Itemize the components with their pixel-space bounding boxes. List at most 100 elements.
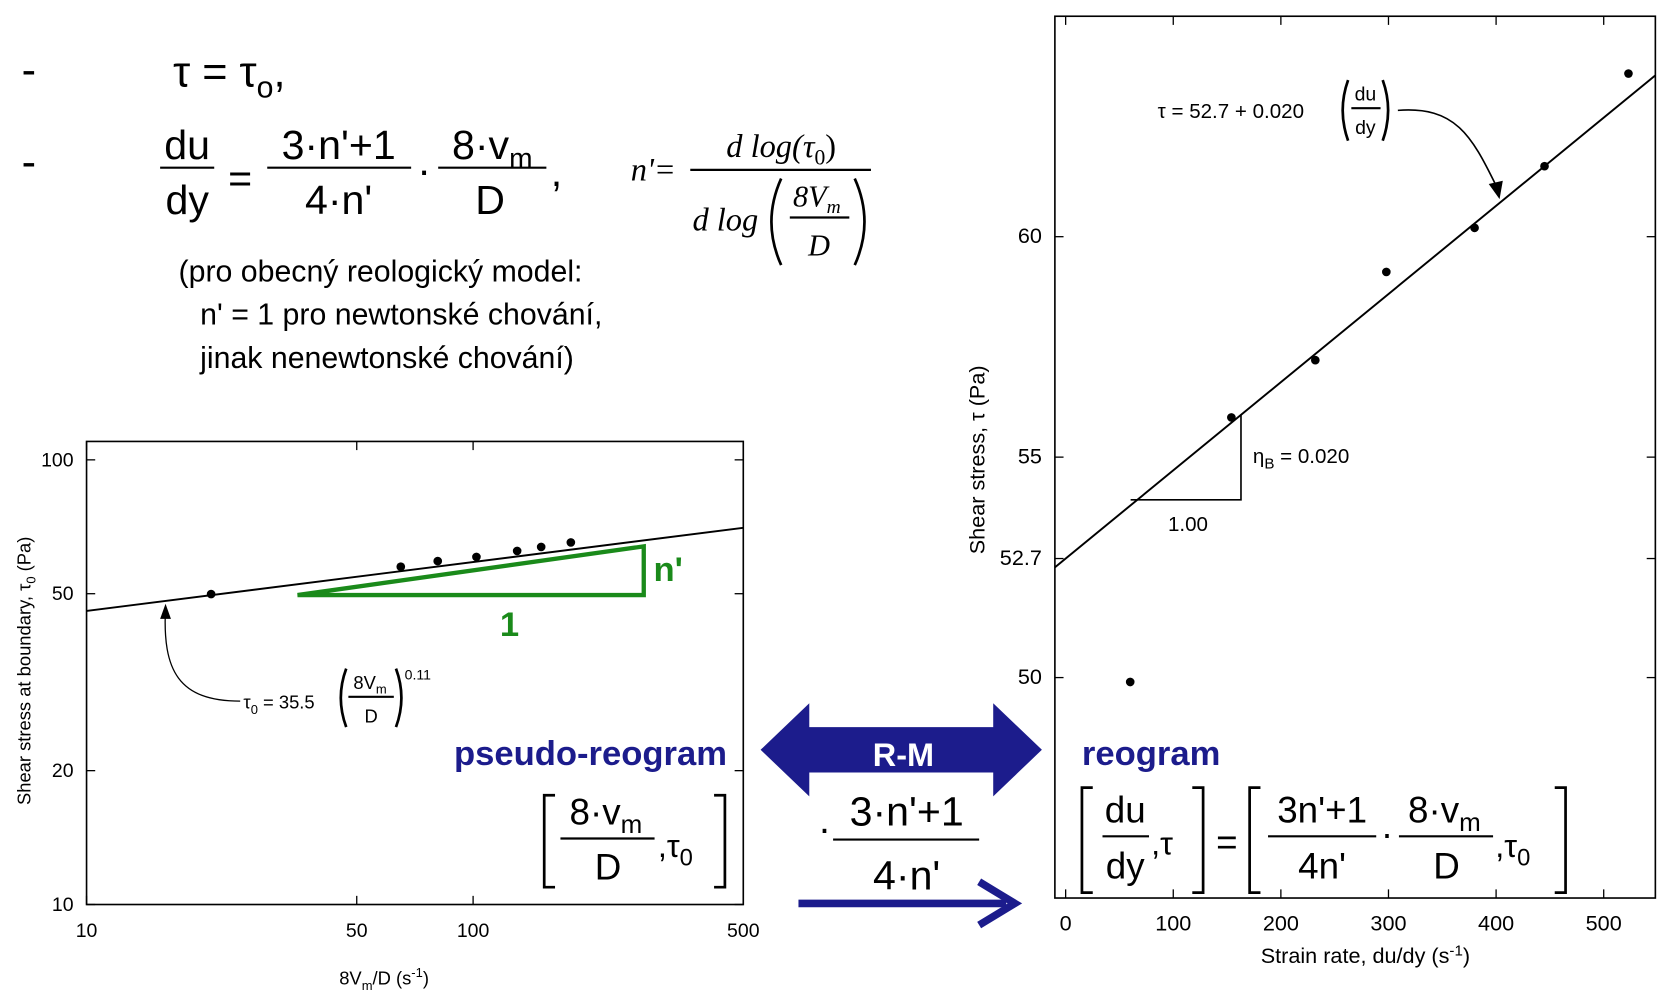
formula-part: 8V <box>793 180 830 214</box>
formula-part: m <box>509 143 532 174</box>
formula-part: (Pa) <box>13 537 34 577</box>
x-tick-label: 100 <box>1155 910 1191 935</box>
x-tick-label: 100 <box>457 920 490 942</box>
formula-text: · <box>818 808 831 851</box>
paren <box>1341 79 1350 142</box>
formula-part: o <box>257 71 274 104</box>
bracket <box>1080 786 1093 894</box>
formula-part: 0 <box>814 145 825 169</box>
formula-part: /D (s <box>373 968 412 989</box>
formula-part: m <box>376 682 387 697</box>
formula-text: D <box>807 228 830 262</box>
formula-part: , <box>273 49 285 97</box>
formula-part: 8·v <box>1408 789 1460 830</box>
y-tick-label: 100 <box>41 449 74 471</box>
formula-part: 8·v <box>452 122 510 168</box>
tau-eq: τ = τo, <box>173 49 285 105</box>
formula-part: 8V <box>339 968 362 989</box>
formula-text: ,τ0 <box>658 828 693 872</box>
bracket <box>542 793 556 889</box>
formula-text: ,τ0 <box>1495 828 1530 872</box>
bullet: - <box>22 138 36 186</box>
formula-part: m <box>827 197 841 218</box>
y-tick-label: 10 <box>52 894 74 916</box>
formula-part: 0 <box>680 845 693 872</box>
formula-part: m <box>1459 807 1481 837</box>
formula-text: 3·n'+1 <box>282 122 396 168</box>
data-point <box>1227 413 1236 422</box>
data-point <box>1310 355 1320 365</box>
x-tick-label: 200 <box>1263 910 1299 935</box>
data-point <box>396 562 406 572</box>
formula-part: -1 <box>1449 942 1462 959</box>
paren <box>394 668 403 728</box>
paren <box>1381 79 1390 142</box>
annotation-arrow <box>1397 109 1498 187</box>
formula-part: = 0.020 <box>1274 445 1349 468</box>
chart-label: pseudo-reogram <box>454 735 727 773</box>
formula-part: B <box>1264 455 1274 472</box>
y-tick-label: 50 <box>1018 664 1042 689</box>
formula-text: n' <box>653 551 682 589</box>
formula-part: τ <box>243 692 251 713</box>
y-tick-label: 52.7 <box>1000 545 1042 570</box>
data-point <box>512 546 522 556</box>
annotation-arrow <box>164 608 241 702</box>
x-axis-label: 8Vm/D (s-1) <box>339 965 429 990</box>
formula-part: m <box>362 978 373 990</box>
arrow-head <box>977 878 1023 929</box>
y-tick-label: 60 <box>1018 223 1042 248</box>
bracket <box>1248 786 1261 894</box>
formula-text: du <box>164 122 210 168</box>
fit-line <box>86 526 744 612</box>
formula-text: 3n'+1 <box>1277 789 1367 830</box>
formula-text: 4·n' <box>873 852 940 898</box>
formula-part: m <box>621 809 643 839</box>
paren <box>853 177 866 266</box>
x-tick-label: 500 <box>727 920 760 942</box>
formula-part: 0 <box>24 576 39 583</box>
formula-part: Shear stress at boundary, τ <box>13 583 34 805</box>
formula-text: D <box>1433 846 1460 887</box>
formula-part: d log(τ <box>726 129 816 165</box>
formula-text: 8Vm <box>353 672 386 696</box>
formula-part: ,τ <box>658 828 680 864</box>
x-tick-label: 500 <box>1586 910 1622 935</box>
note: n' = 1 pro newtonské chování, <box>200 299 602 332</box>
formula-text: 1 <box>500 606 519 644</box>
formula-part: ) <box>423 968 429 989</box>
formula-text: 8·vm <box>570 791 643 839</box>
y-axis-label: Shear stress at boundary, τ0 (Pa) <box>13 537 38 805</box>
fit-label: τ0 = 35.5 <box>243 692 314 717</box>
formula-text: ηB = 0.020 <box>1253 445 1349 472</box>
slope-triangle <box>1130 414 1242 501</box>
formula-text: = <box>1216 822 1237 863</box>
data-point <box>1382 267 1391 277</box>
y-axis-label: Shear stress, τ (Pa) <box>965 365 990 554</box>
paren <box>339 668 348 728</box>
formula-part: τ = τ <box>173 49 257 97</box>
transform-label: R-M <box>873 737 934 773</box>
data-point <box>1540 161 1549 171</box>
formula-text: 4n' <box>1298 846 1346 887</box>
formula-text: 0.11 <box>405 666 431 682</box>
formula-part: 8·v <box>570 791 622 832</box>
note: jinak nenewtonské chování) <box>199 342 574 375</box>
formula-text: D <box>364 706 377 727</box>
slope-triangle <box>297 543 646 598</box>
x-axis-label: Strain rate, du/dy (s-1) <box>1261 942 1470 968</box>
formula-text: d log <box>692 202 758 238</box>
formula-text: D <box>475 177 505 223</box>
formula-text: 3·n'+1 <box>850 789 964 835</box>
formula-text: du <box>1105 789 1146 830</box>
formula-part: = 35.5 <box>258 692 315 713</box>
bullet: - <box>22 46 36 94</box>
formula-part: ,τ <box>1495 828 1517 864</box>
formula-part: -1 <box>411 965 423 980</box>
note: (pro obecný reologický model: <box>179 255 583 288</box>
formula-part: Strain rate, du/dy (s <box>1261 943 1450 968</box>
bracket <box>1192 786 1205 894</box>
formula-text: , <box>551 149 562 195</box>
formula-text: · <box>417 147 431 193</box>
